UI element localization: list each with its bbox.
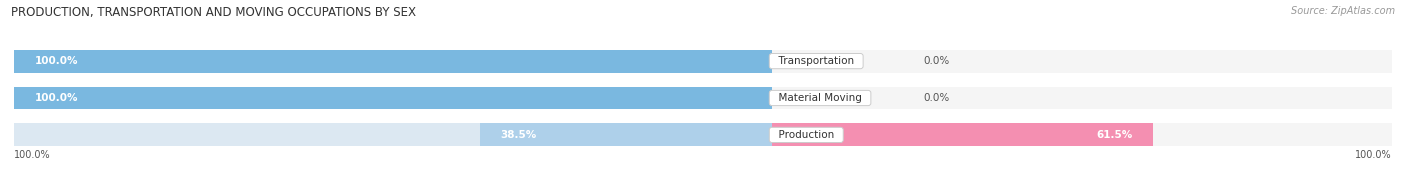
Bar [772, 50, 1392, 73]
Bar [14, 87, 772, 109]
Text: PRODUCTION, TRANSPORTATION AND MOVING OCCUPATIONS BY SEX: PRODUCTION, TRANSPORTATION AND MOVING OC… [11, 6, 416, 19]
Bar [14, 123, 772, 146]
Text: 0.0%: 0.0% [924, 56, 949, 66]
Bar [14, 50, 772, 73]
Text: 100.0%: 100.0% [1355, 150, 1392, 160]
Text: 100.0%: 100.0% [14, 150, 51, 160]
Text: Source: ZipAtlas.com: Source: ZipAtlas.com [1291, 6, 1395, 16]
Text: 100.0%: 100.0% [35, 56, 79, 66]
Bar [479, 123, 772, 146]
Text: 61.5%: 61.5% [1097, 130, 1133, 140]
Text: 38.5%: 38.5% [501, 130, 537, 140]
Bar [772, 123, 1392, 146]
Bar [14, 50, 772, 73]
Text: Transportation: Transportation [772, 56, 860, 66]
Bar [14, 87, 772, 109]
Text: Production: Production [772, 130, 841, 140]
Text: Material Moving: Material Moving [772, 93, 869, 103]
Text: 0.0%: 0.0% [924, 93, 949, 103]
Bar [772, 87, 1392, 109]
Bar [772, 123, 1153, 146]
Text: 100.0%: 100.0% [35, 93, 79, 103]
